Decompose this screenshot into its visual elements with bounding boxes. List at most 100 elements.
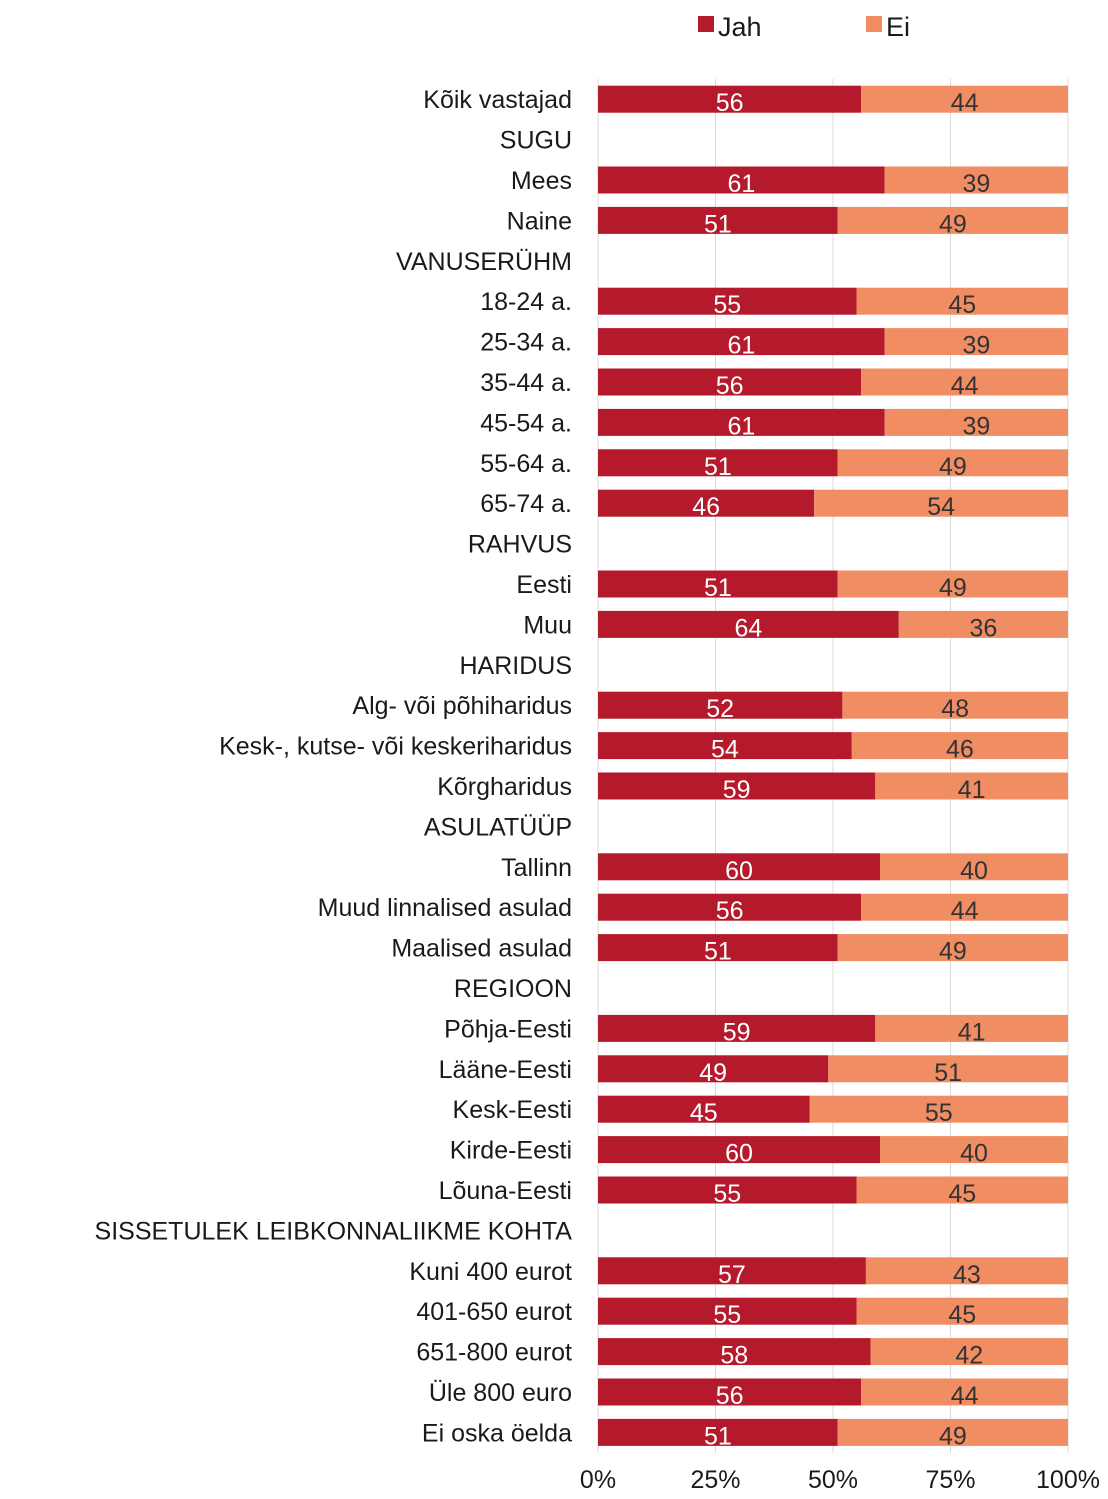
bar-ei (851, 732, 1068, 760)
bar-jah (598, 328, 885, 356)
category-label: REGIOON (454, 975, 572, 1003)
data-label-ei: 46 (946, 736, 974, 764)
bar-jah (598, 449, 838, 477)
bar-ei (861, 368, 1068, 396)
data-label-jah: 59 (723, 776, 751, 804)
bar-jah (598, 1297, 857, 1325)
legend-swatch-ei (866, 16, 882, 32)
bar-ei (837, 934, 1068, 962)
category-label: Tallinn (501, 854, 572, 882)
data-label-ei: 48 (941, 695, 969, 723)
category-label: Kuni 400 eurot (409, 1258, 572, 1286)
data-label-ei: 39 (962, 332, 990, 360)
category-labels: Kõik vastajad SUGU Mees Naine VANUSERÜHM 18-2… (95, 86, 573, 1447)
category-label: 35-44 a. (480, 369, 572, 397)
bar-jah (598, 206, 838, 234)
data-label-ei: 39 (962, 412, 990, 440)
category-label: Naine (507, 207, 572, 235)
data-label-ei: 41 (958, 776, 986, 804)
category-label: ASULATÜÜP (424, 813, 572, 841)
bar-jah (598, 853, 880, 881)
data-label-ei: 45 (948, 1180, 976, 1208)
bar-ei (842, 691, 1068, 719)
data-label-ei: 43 (953, 1261, 981, 1289)
data-label-jah: 61 (727, 332, 755, 360)
data-label-ei: 41 (958, 1018, 986, 1046)
category-label: Muu (523, 611, 572, 639)
bar-ei (861, 1378, 1068, 1406)
bar-jah (598, 934, 838, 962)
category-label: Muud linnalised asulad (318, 894, 572, 922)
legend-swatch-jah (698, 16, 714, 32)
category-label: 18-24 a. (480, 288, 572, 316)
data-label-jah: 51 (704, 210, 732, 238)
bar-jah (598, 1136, 880, 1164)
gridlines (597, 79, 1069, 1453)
data-label-jah: 51 (704, 938, 732, 966)
bar-jah (598, 1257, 866, 1285)
data-label-ei: 49 (939, 1422, 967, 1450)
data-label-jah: 51 (704, 1422, 732, 1450)
bar-ei (856, 287, 1068, 315)
category-label: Kirde-Eesti (450, 1137, 572, 1165)
bar-jah (598, 1176, 857, 1204)
bar-ei (814, 489, 1068, 517)
data-label-jah: 59 (723, 1018, 751, 1046)
x-tick-label: 50% (808, 1466, 858, 1494)
data-label-jah: 54 (711, 736, 739, 764)
category-label: Mees (511, 167, 572, 195)
data-label-ei: 45 (948, 1301, 976, 1329)
data-label-ei: 40 (960, 857, 988, 885)
bar-ei (837, 449, 1068, 477)
bar-jah (598, 85, 862, 113)
data-label-ei: 55 (925, 1099, 953, 1127)
data-label-jah: 56 (716, 1382, 744, 1410)
data-label-jah: 51 (704, 574, 732, 602)
bar-ei (856, 1297, 1068, 1325)
bar-ei (884, 328, 1068, 356)
category-label: Lõuna-Eesti (439, 1177, 572, 1205)
data-label-ei: 45 (948, 291, 976, 319)
data-label-jah: 55 (713, 1180, 741, 1208)
data-label-ei: 44 (951, 897, 979, 925)
x-tick-label: 25% (690, 1466, 740, 1494)
x-tick-label: 100% (1036, 1466, 1100, 1494)
bar-jah (598, 166, 885, 194)
x-axis-ticks: 0% 25% 50% 75% 100% (580, 1466, 1100, 1494)
bar-ei (809, 1095, 1068, 1123)
data-label-jah: 60 (725, 857, 753, 885)
category-label: Lääne-Eesti (439, 1056, 572, 1084)
category-label: SUGU (500, 127, 572, 155)
x-tick-label: 0% (580, 1466, 616, 1494)
bar-jah (598, 1014, 876, 1042)
data-label-ei: 42 (955, 1342, 983, 1370)
category-label: Ei oska öelda (422, 1419, 572, 1447)
data-label-jah: 60 (725, 1140, 753, 1168)
data-label-ei: 40 (960, 1140, 988, 1168)
category-label: HARIDUS (459, 652, 572, 680)
data-label-ei: 51 (934, 1059, 962, 1087)
bar-jah (598, 368, 862, 396)
category-label: Eesti (516, 571, 572, 599)
category-label: RAHVUS (468, 531, 572, 559)
data-label-jah: 45 (690, 1099, 718, 1127)
category-label: 55-64 a. (480, 450, 572, 478)
data-label-ei: 49 (939, 453, 967, 481)
data-label-ei: 36 (969, 614, 997, 642)
bar-jah (598, 1095, 810, 1123)
bar-jah (598, 732, 852, 760)
data-label-ei: 44 (951, 89, 979, 117)
bar-ei (861, 85, 1068, 113)
bar-jah (598, 772, 876, 800)
x-tick-label: 75% (925, 1466, 975, 1494)
bar-ei (884, 166, 1068, 194)
data-label-jah: 64 (734, 614, 762, 642)
data-label-jah: 56 (716, 897, 744, 925)
bar-ei (828, 1055, 1068, 1083)
data-label-jah: 61 (727, 170, 755, 198)
category-label: Alg- või põhiharidus (352, 692, 572, 720)
data-label-jah: 52 (706, 695, 734, 723)
category-label: Põhja-Eesti (444, 1015, 572, 1043)
bar-ei (880, 853, 1068, 881)
data-label-ei: 39 (962, 170, 990, 198)
